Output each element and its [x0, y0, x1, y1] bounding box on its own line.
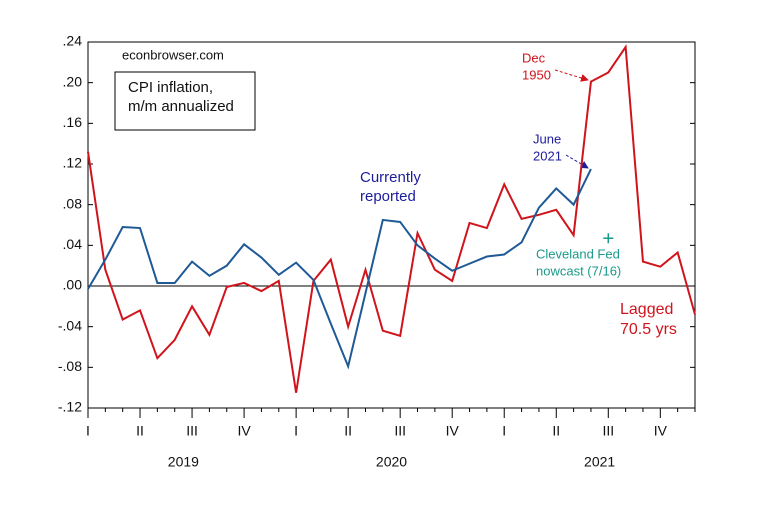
y-tick-label: -.12 [58, 399, 82, 415]
annotation: m/m annualized [128, 98, 234, 115]
x-group-label: 2019 [168, 454, 199, 470]
y-tick-label: .24 [63, 33, 83, 49]
annotation: Dec [522, 50, 546, 65]
annotation: nowcast (7/16) [536, 263, 621, 278]
y-tick-label: .16 [63, 114, 83, 130]
y-tick-label: .08 [63, 195, 83, 211]
label-box [114, 71, 256, 131]
series-line [87, 168, 592, 370]
annotation: econbrowser.com [122, 47, 224, 62]
y-tick-label: -.04 [58, 317, 82, 333]
x-tick-label: II [344, 423, 352, 439]
x-tick-label: IV [654, 423, 668, 439]
annotation: Currently [360, 169, 421, 186]
nowcast-marker [603, 233, 614, 244]
x-tick-label: I [86, 423, 90, 439]
x-tick-label: II [136, 423, 144, 439]
y-tick-label: .00 [63, 277, 83, 293]
annotation: Lagged [620, 301, 673, 318]
y-tick-label: .04 [63, 236, 83, 252]
x-group-label: 2020 [376, 454, 407, 470]
x-tick-label: I [294, 423, 298, 439]
annotation: 1950 [522, 67, 551, 82]
annotation: CPI inflation, [128, 79, 213, 96]
x-tick-label: IV [237, 423, 251, 439]
annotation: reported [360, 188, 416, 205]
x-tick-label: III [602, 423, 614, 439]
x-tick-label: I [502, 423, 506, 439]
y-tick-label: .12 [63, 155, 83, 171]
annotation: Cleveland Fed [536, 246, 620, 261]
arrow [554, 69, 589, 82]
arrow [565, 154, 589, 169]
x-tick-label: III [186, 423, 198, 439]
x-tick-label: III [394, 423, 406, 439]
series-line [87, 44, 696, 393]
annotation: June [533, 131, 561, 146]
y-tick-label: .20 [63, 73, 83, 89]
annotation: 2021 [533, 148, 562, 163]
x-group-label: 2021 [584, 454, 615, 470]
x-tick-label: IV [446, 423, 460, 439]
annotation: 70.5 yrs [620, 321, 677, 338]
y-tick-label: -.08 [58, 358, 82, 374]
x-tick-label: II [552, 423, 560, 439]
